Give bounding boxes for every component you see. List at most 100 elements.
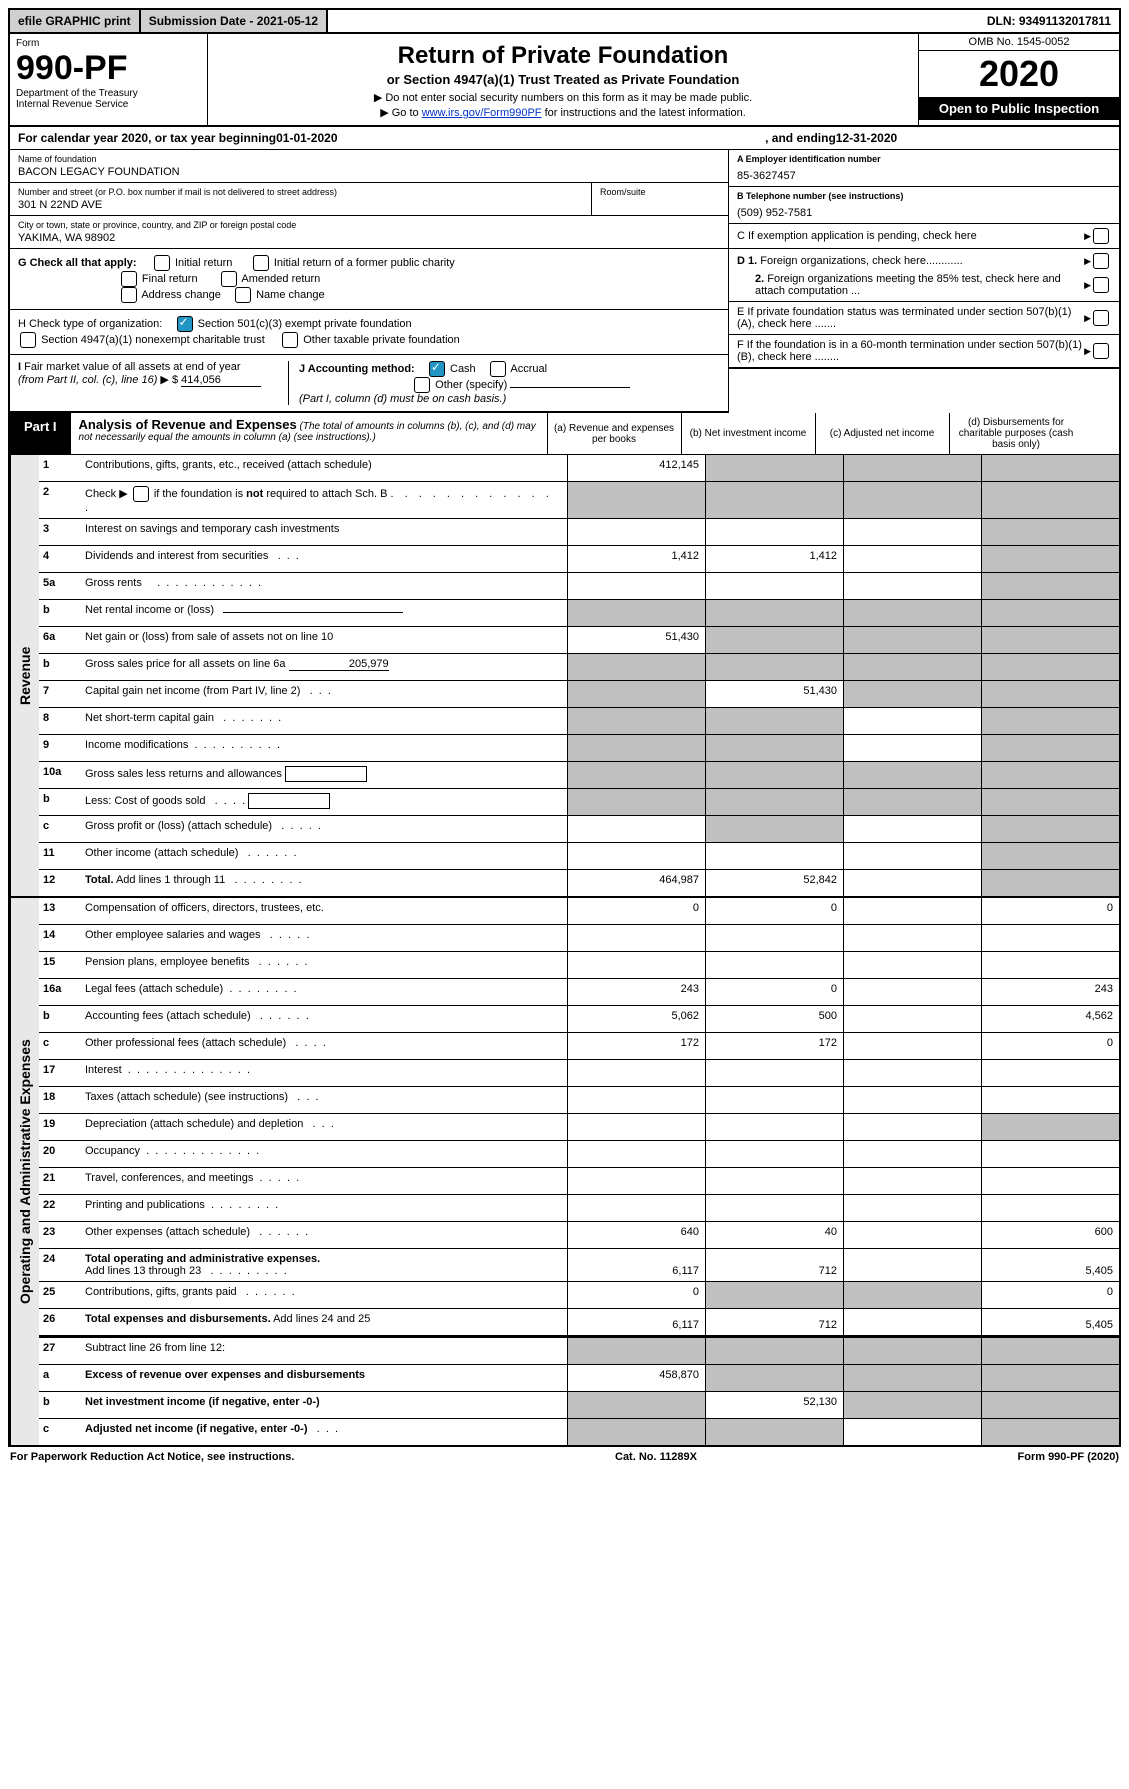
4947-checkbox[interactable] bbox=[20, 332, 36, 348]
top-bar: efile GRAPHIC print Submission Date - 20… bbox=[8, 8, 1121, 34]
exemption-pending-checkbox[interactable] bbox=[1093, 228, 1109, 244]
expenses-body: 13 Compensation of officers, directors, … bbox=[39, 898, 1119, 1445]
section-g: G Check all that apply: Initial return I… bbox=[10, 249, 728, 310]
initial-return-checkbox[interactable] bbox=[154, 255, 170, 271]
foreign-org-checkbox[interactable] bbox=[1093, 253, 1109, 269]
r23-d: 600 bbox=[981, 1222, 1119, 1248]
dept-line1: Department of the Treasury bbox=[16, 88, 201, 99]
amended-checkbox[interactable] bbox=[221, 271, 237, 287]
r11-num: 11 bbox=[39, 843, 79, 869]
r25-b bbox=[705, 1282, 843, 1308]
r12-num: 12 bbox=[39, 870, 79, 896]
r27a-b bbox=[705, 1365, 843, 1391]
other-method-line bbox=[510, 387, 630, 388]
termination-507b1b-checkbox[interactable] bbox=[1093, 343, 1109, 359]
row-5a: 5a Gross rents . . . . . . . . . . . . bbox=[39, 573, 1119, 600]
r10c-a bbox=[567, 816, 705, 842]
r19-b bbox=[705, 1114, 843, 1140]
form-right-block: OMB No. 1545-0052 2020 Open to Public In… bbox=[918, 34, 1119, 125]
r10c-d bbox=[981, 816, 1119, 842]
r16b-a: 5,062 bbox=[567, 1006, 705, 1032]
row-23: 23 Other expenses (attach schedule) . . … bbox=[39, 1222, 1119, 1249]
calendar-end: 12-31-2020 bbox=[836, 131, 897, 145]
row-20: 20 Occupancy . . . . . . . . . . . . . bbox=[39, 1141, 1119, 1168]
col-d-header: (d) Disbursements for charitable purpose… bbox=[949, 413, 1083, 454]
r27b-num: b bbox=[39, 1392, 79, 1418]
accrual-checkbox[interactable] bbox=[490, 361, 506, 377]
r16a-desc: Legal fees (attach schedule) . . . . . .… bbox=[79, 979, 567, 1005]
r5b-desc: Net rental income or (loss) bbox=[79, 600, 567, 626]
501c3-checkbox[interactable] bbox=[177, 316, 193, 332]
r11-c bbox=[843, 843, 981, 869]
r5a-b bbox=[705, 573, 843, 599]
r16a-d: 243 bbox=[981, 979, 1119, 1005]
efile-label: efile GRAPHIC print bbox=[10, 10, 141, 32]
part1-title: Analysis of Revenue and Expenses bbox=[79, 417, 297, 432]
row-27a: a Excess of revenue over expenses and di… bbox=[39, 1365, 1119, 1392]
r2-desc: Check ▶ if the foundation is not require… bbox=[79, 482, 567, 518]
address-change-checkbox[interactable] bbox=[121, 287, 137, 303]
terminated-507b1a-checkbox[interactable] bbox=[1093, 310, 1109, 326]
name-change-checkbox[interactable] bbox=[235, 287, 251, 303]
footer-mid: Cat. No. 11289X bbox=[615, 1451, 697, 1463]
r23-desc: Other expenses (attach schedule) . . . .… bbox=[79, 1222, 567, 1248]
omb-number: OMB No. 1545-0052 bbox=[919, 34, 1119, 51]
form-note2: ▶ Go to www.irs.gov/Form990PF for instru… bbox=[228, 106, 898, 119]
row-13: 13 Compensation of officers, directors, … bbox=[39, 898, 1119, 925]
street-address: 301 N 22ND AVE bbox=[18, 199, 583, 211]
r25-c bbox=[843, 1282, 981, 1308]
cash-checkbox[interactable] bbox=[429, 361, 445, 377]
row-25: 25 Contributions, gifts, grants paid . .… bbox=[39, 1282, 1119, 1309]
footer-left: For Paperwork Reduction Act Notice, see … bbox=[10, 1451, 294, 1463]
row-27: 27 Subtract line 26 from line 12: bbox=[39, 1336, 1119, 1365]
r17-desc: Interest . . . . . . . . . . . . . . bbox=[79, 1060, 567, 1086]
foundation-name-cell: Name of foundation BACON LEGACY FOUNDATI… bbox=[10, 150, 728, 183]
r10a-num: 10a bbox=[39, 762, 79, 788]
r5b-b bbox=[705, 600, 843, 626]
r16c-d: 0 bbox=[981, 1033, 1119, 1059]
other-method-checkbox[interactable] bbox=[414, 377, 430, 393]
final-return-checkbox[interactable] bbox=[121, 271, 137, 287]
initial-former-checkbox[interactable] bbox=[253, 255, 269, 271]
sch-b-checkbox[interactable] bbox=[133, 486, 149, 502]
r17-num: 17 bbox=[39, 1060, 79, 1086]
r27b-c bbox=[843, 1392, 981, 1418]
form-subtitle: or Section 4947(a)(1) Trust Treated as P… bbox=[228, 72, 898, 87]
r4-num: 4 bbox=[39, 546, 79, 572]
form990pf-link[interactable]: www.irs.gov/Form990PF bbox=[422, 107, 542, 119]
r16a-b: 0 bbox=[705, 979, 843, 1005]
r22-c bbox=[843, 1195, 981, 1221]
r18-b bbox=[705, 1087, 843, 1113]
room-cell: Room/suite bbox=[592, 183, 728, 216]
other-taxable-checkbox[interactable] bbox=[282, 332, 298, 348]
r23-num: 23 bbox=[39, 1222, 79, 1248]
r17-c bbox=[843, 1060, 981, 1086]
ein-cell: A Employer identification number 85-3627… bbox=[729, 150, 1119, 187]
phone-cell: B Telephone number (see instructions) (5… bbox=[729, 187, 1119, 224]
r16b-num: b bbox=[39, 1006, 79, 1032]
r6a-num: 6a bbox=[39, 627, 79, 653]
r6a-a: 51,430 bbox=[567, 627, 705, 653]
part1-header: Part I Analysis of Revenue and Expenses … bbox=[8, 413, 1121, 455]
row-3: 3 Interest on savings and temporary cash… bbox=[39, 519, 1119, 546]
r22-d bbox=[981, 1195, 1119, 1221]
r21-c bbox=[843, 1168, 981, 1194]
form-note1: ▶ Do not enter social security numbers o… bbox=[228, 91, 898, 104]
section-j-block: J Accounting method: Cash Accrual Other … bbox=[288, 361, 720, 405]
r10c-b bbox=[705, 816, 843, 842]
addr-label: Number and street (or P.O. box number if… bbox=[18, 187, 583, 197]
r6b-c bbox=[843, 654, 981, 680]
city-state-zip: YAKIMA, WA 98902 bbox=[18, 232, 720, 244]
85pct-checkbox[interactable] bbox=[1093, 277, 1109, 293]
r20-num: 20 bbox=[39, 1141, 79, 1167]
street-cell: Number and street (or P.O. box number if… bbox=[10, 183, 592, 216]
r26-a: 6,117 bbox=[567, 1309, 705, 1335]
r14-b bbox=[705, 925, 843, 951]
r27c-num: c bbox=[39, 1419, 79, 1445]
form-left-block: Form 990-PF Department of the Treasury I… bbox=[10, 34, 208, 125]
r22-num: 22 bbox=[39, 1195, 79, 1221]
row-9: 9 Income modifications . . . . . . . . .… bbox=[39, 735, 1119, 762]
row-10b: b Less: Cost of goods sold . . . . bbox=[39, 789, 1119, 816]
r19-num: 19 bbox=[39, 1114, 79, 1140]
phone-value: (509) 952-7581 bbox=[737, 207, 1111, 219]
